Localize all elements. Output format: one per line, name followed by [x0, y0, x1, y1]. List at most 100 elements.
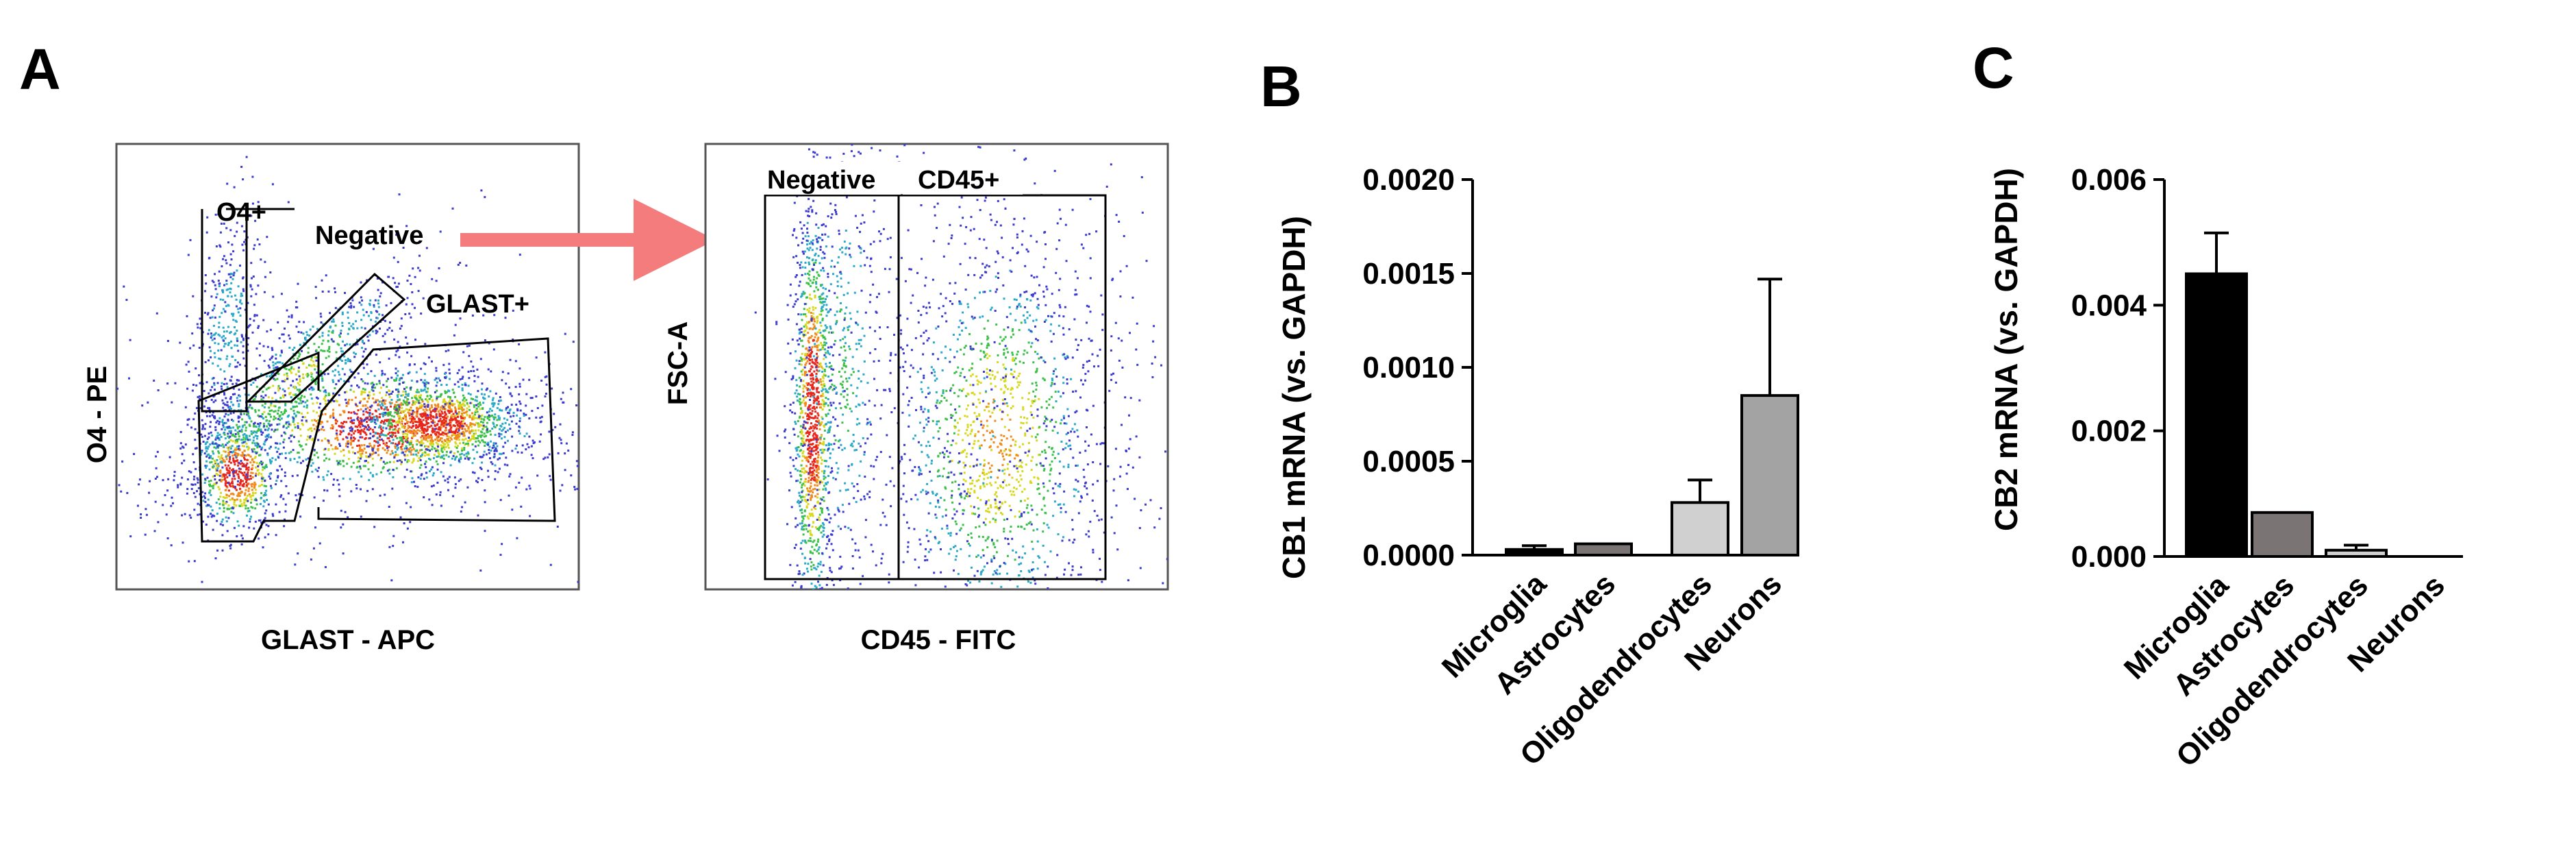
- density-dot: [399, 328, 401, 330]
- density-dot: [195, 467, 197, 470]
- gate-glast-box: [197, 337, 556, 543]
- density-dot: [468, 437, 470, 439]
- density-dot: [471, 462, 474, 465]
- density-dot: [377, 445, 379, 448]
- density-dot: [521, 451, 523, 454]
- density-dot: [373, 401, 375, 404]
- density-dot: [222, 459, 225, 461]
- density-dot: [810, 644, 812, 646]
- density-dot: [427, 387, 429, 390]
- density-dot: [401, 419, 403, 421]
- density-dot: [264, 435, 267, 438]
- density-dot: [255, 452, 258, 454]
- density-dot: [399, 377, 401, 380]
- density-dot: [404, 396, 406, 399]
- density-dot: [216, 443, 218, 445]
- density-dot: [226, 476, 229, 478]
- density-dot: [529, 487, 532, 490]
- density-dot: [360, 421, 363, 423]
- density-dot: [425, 415, 427, 417]
- density-dot: [816, 540, 819, 543]
- density-dot: [421, 428, 423, 431]
- density-dot: [425, 461, 427, 463]
- density-dot: [327, 334, 329, 336]
- density-dot: [232, 393, 234, 395]
- density-dot: [454, 437, 457, 439]
- density-dot: [431, 448, 434, 451]
- density-dot: [263, 467, 266, 469]
- density-dot: [408, 402, 410, 404]
- density-dot: [361, 299, 364, 302]
- density-dot: [419, 459, 422, 461]
- density-dot: [263, 425, 266, 428]
- density-dot: [397, 415, 399, 417]
- density-dot: [497, 403, 500, 406]
- density-dot: [248, 509, 251, 512]
- density-dot: [425, 247, 428, 249]
- density-dot: [313, 419, 316, 421]
- density-dot: [473, 375, 476, 378]
- density-dot: [316, 402, 318, 404]
- density-dot: [387, 432, 390, 435]
- density-dot: [324, 396, 326, 399]
- density-dot: [283, 438, 286, 441]
- density-dot: [248, 406, 251, 408]
- density-dot: [453, 424, 455, 427]
- density-dot: [316, 365, 318, 368]
- density-dot: [336, 448, 339, 450]
- density-dot: [392, 545, 395, 548]
- density-dot: [224, 428, 227, 431]
- density-dot: [246, 445, 249, 448]
- density-dot: [384, 493, 386, 496]
- density-dot: [232, 404, 234, 406]
- density-dot: [808, 263, 811, 266]
- density-dot: [490, 370, 492, 373]
- density-dot: [347, 516, 349, 519]
- density-dot: [425, 466, 427, 469]
- density-dot: [496, 424, 498, 426]
- density-dot: [241, 294, 244, 297]
- density-dot: [819, 249, 822, 251]
- density-dot: [238, 477, 240, 479]
- density-dot: [379, 494, 382, 497]
- density-dot: [518, 367, 521, 370]
- density-dot: [436, 381, 438, 384]
- density-dot: [225, 358, 228, 360]
- density-dot: [445, 421, 448, 424]
- density-dot: [210, 479, 212, 482]
- density-dot: [264, 536, 266, 539]
- density-dot: [816, 389, 818, 391]
- density-dot: [377, 302, 379, 305]
- density-dot: [207, 498, 210, 501]
- density-dot: [256, 446, 259, 449]
- density-dot: [242, 485, 245, 488]
- density-dot: [208, 415, 211, 417]
- density-dot: [440, 471, 442, 474]
- density-dot: [503, 426, 506, 429]
- density-dot: [480, 189, 483, 192]
- density-dot: [278, 511, 281, 513]
- density-dot: [222, 500, 225, 502]
- density-dot: [360, 319, 363, 321]
- density-dot: [280, 480, 283, 482]
- density-dot: [827, 465, 830, 468]
- density-dot: [375, 441, 377, 443]
- density-dot: [361, 341, 364, 343]
- density-dot: [488, 452, 490, 454]
- density-dot: [403, 401, 406, 403]
- density-dot: [237, 350, 240, 352]
- density-dot: [442, 475, 445, 478]
- density-dot: [324, 448, 327, 450]
- density-dot: [282, 395, 285, 398]
- density-dot: [232, 278, 234, 280]
- density-dot: [372, 247, 375, 250]
- density-dot: [413, 434, 416, 437]
- density-dot: [411, 415, 414, 418]
- density-dot: [406, 437, 409, 440]
- density-dot: [225, 468, 228, 471]
- density-dot: [413, 395, 416, 397]
- density-dot: [466, 410, 468, 413]
- density-dot: [310, 427, 312, 430]
- density-dot: [417, 452, 420, 454]
- density-dot: [224, 378, 227, 380]
